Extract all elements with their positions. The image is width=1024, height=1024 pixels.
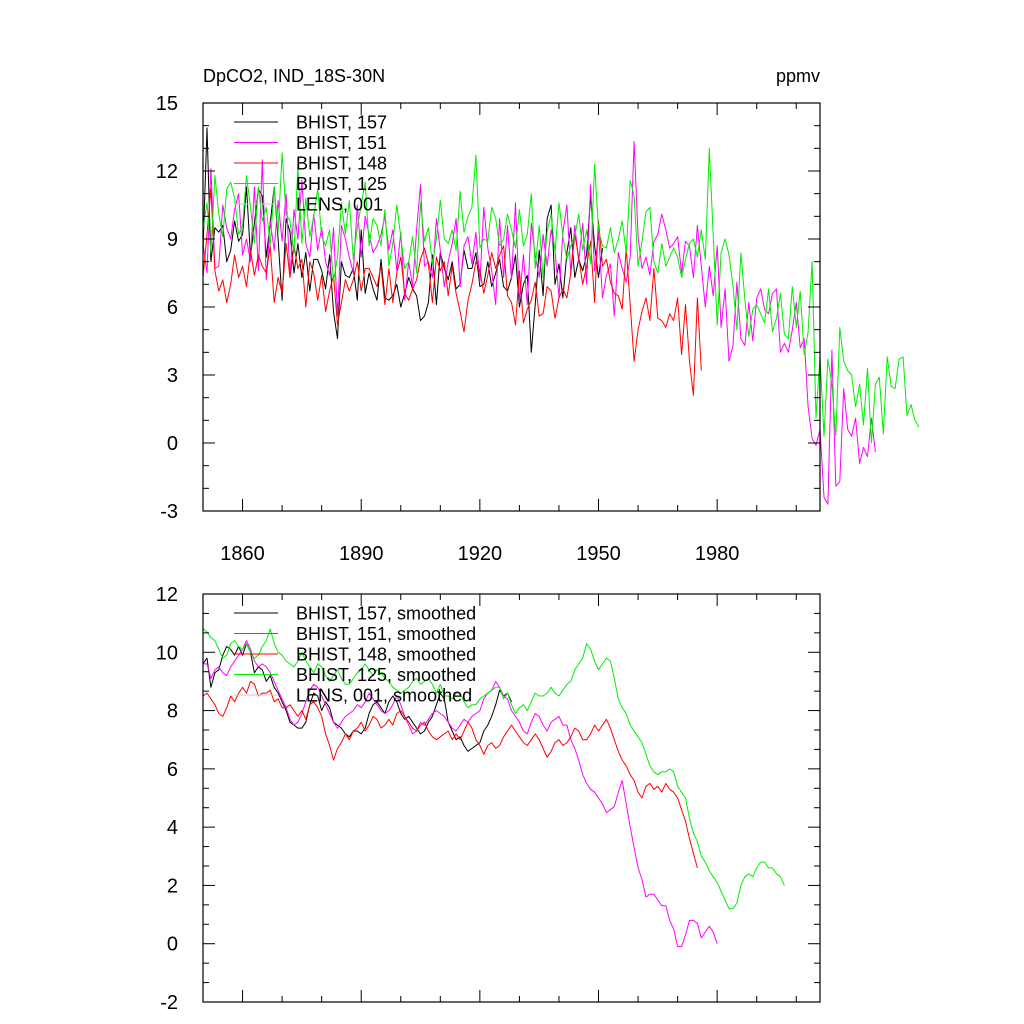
legend-label-1: BHIST, 157, smoothed	[296, 604, 476, 624]
y-tick-label: 0	[167, 934, 178, 956]
series-line-3	[202, 680, 698, 869]
legend-label-2: BHIST, 151, smoothed	[296, 624, 476, 644]
x-tick-label: 1920	[458, 543, 503, 565]
x-tick-label: 1950	[576, 543, 621, 565]
series-line-2	[202, 141, 876, 505]
y-tick-label: -2	[160, 992, 178, 1014]
y-tick-label: 3	[167, 365, 178, 387]
legend-label-1: BHIST, 157	[296, 113, 387, 133]
series-line-1	[202, 643, 512, 752]
y-tick-label: 2	[167, 875, 178, 897]
series-line-4	[202, 628, 785, 910]
legend-label-3: BHIST, 148	[296, 154, 387, 174]
y-tick-label: 6	[167, 759, 178, 781]
x-tick-label: 1890	[339, 543, 384, 565]
axis-labels: -3 0 3 6 9 12 15 1860 1890 1920 1950 1980	[156, 93, 740, 565]
y-tick-label: 12	[156, 161, 178, 183]
y-tick-label: 4	[167, 817, 178, 839]
top-panel: DpCO2, IND_18S-30N ppmv -3 0 3 6 9 12 15 1860 18…	[156, 66, 920, 565]
plot-frame	[202, 102, 821, 512]
x-tick-label: 1980	[695, 543, 740, 565]
units-label: ppmv	[776, 66, 820, 86]
y-tick-label: 6	[167, 297, 178, 319]
x-tick-label: 1860	[220, 543, 265, 565]
y-tick-label: 10	[156, 642, 178, 664]
plot-title: DpCO2, IND_18S-30N	[203, 66, 385, 87]
legend-label-4: BHIST, 125, smoothed	[296, 665, 476, 685]
series-layer	[202, 628, 785, 948]
y-tick-label: 8	[167, 701, 178, 723]
axis-ticks	[202, 102, 820, 512]
legend-label-5: LENS, 001	[296, 195, 383, 215]
series-line-2	[203, 640, 718, 948]
plot-frame	[202, 593, 821, 1003]
series-line-4	[202, 147, 920, 444]
legend-label-4: BHIST, 125	[296, 174, 387, 194]
series-line-3	[202, 188, 702, 396]
series-layer	[202, 127, 920, 505]
legend-label-3: BHIST, 148, smoothed	[296, 645, 476, 665]
y-tick-label: 12	[156, 584, 178, 606]
y-tick-label: 9	[167, 229, 178, 251]
axis-ticks	[202, 593, 820, 1003]
axis-labels: -2 0 2 4 6 8 10 12	[156, 584, 178, 1014]
y-tick-label: 15	[156, 93, 178, 115]
legend-label-5: LENS, 001, smoothed	[296, 686, 472, 706]
y-tick-label: -3	[160, 501, 178, 523]
y-tick-label: 0	[167, 433, 178, 455]
legend-label-2: BHIST, 151	[296, 133, 387, 153]
